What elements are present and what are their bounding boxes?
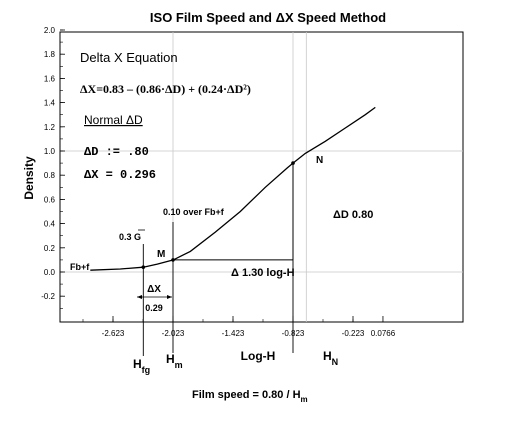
delta-x-equation-heading: Delta X Equation bbox=[80, 50, 178, 65]
y-tick-label: 1.6 bbox=[44, 74, 56, 83]
delta-x-arrow-right bbox=[167, 295, 172, 299]
y-tick-label: 1.0 bbox=[44, 147, 56, 156]
curve-point bbox=[291, 161, 295, 165]
delta-x-equation: ΔX=0.83 – (0.86·ΔD) + (0.24·ΔD²) bbox=[80, 82, 251, 96]
delta-x-value: ΔX = 0.296 bbox=[84, 168, 156, 182]
y-tick-label: 0.2 bbox=[44, 244, 56, 253]
point-n-label: N bbox=[316, 155, 323, 166]
h-n-label: HN bbox=[323, 349, 338, 367]
h-m-label: Hm bbox=[166, 352, 183, 370]
delta-logh-label: Δ 1.30 log-H bbox=[231, 267, 295, 279]
delta-x-bracket-label: ΔX bbox=[147, 284, 161, 295]
y-tick-label: 1.2 bbox=[44, 123, 56, 132]
y-tick-label: 0.4 bbox=[44, 220, 56, 229]
curve-point bbox=[141, 265, 146, 269]
fbf-label: Fb+f bbox=[70, 262, 90, 272]
delta-x-arrow-left bbox=[137, 295, 142, 299]
characteristic-curve bbox=[90, 106, 376, 271]
delta-x-bracket-value: 0.29 bbox=[145, 303, 163, 313]
normal-delta-d-heading: Normal ΔD bbox=[84, 113, 143, 127]
x-axis-label: Log-H bbox=[241, 349, 276, 363]
x-tick-label: -2.623 bbox=[102, 329, 125, 338]
curve-point bbox=[171, 258, 175, 262]
y-tick-label: 0.8 bbox=[44, 171, 56, 180]
h-fg-label: Hfg bbox=[133, 357, 150, 375]
y-axis-label: Density bbox=[22, 156, 36, 200]
delta-d-value: ΔD := .80 bbox=[84, 145, 149, 159]
delta-d-label: ΔD 0.80 bbox=[333, 209, 373, 221]
point-0-3g-label: 0.3 G bbox=[119, 232, 141, 242]
curve-points bbox=[141, 161, 295, 269]
x-tick-label: -1.423 bbox=[222, 329, 245, 338]
y-tick-label: 1.4 bbox=[44, 99, 56, 108]
x-axis-ticks: -2.623 -2.023 -1.423 -0.823 -0.223 0.0766 bbox=[82, 316, 396, 338]
y-tick-label: 1.8 bbox=[44, 50, 56, 59]
film-speed-formula: Film speed = 0.80 / Hm bbox=[192, 389, 308, 404]
y-tick-label: -0.2 bbox=[41, 292, 55, 301]
plot-frame bbox=[59, 31, 464, 323]
x-tick-label: 0.0766 bbox=[371, 329, 396, 338]
point-m-label: M bbox=[157, 249, 165, 260]
y-tick-label: 0.6 bbox=[44, 195, 56, 204]
over-fbf-label: 0.10 over Fb+f bbox=[163, 207, 225, 217]
y-tick-label: 2.0 bbox=[44, 26, 56, 35]
chart-title: ISO Film Speed and ΔX Speed Method bbox=[150, 10, 386, 25]
y-axis-ticks: 2.0 1.8 1.6 1.4 1.2 1.0 0.8 0.6 0.4 0.2 0.0 -0.2 bbox=[41, 26, 65, 309]
x-tick-label: -0.223 bbox=[342, 329, 365, 338]
construction-lines bbox=[142, 163, 294, 356]
y-tick-label: 0.0 bbox=[44, 268, 56, 277]
